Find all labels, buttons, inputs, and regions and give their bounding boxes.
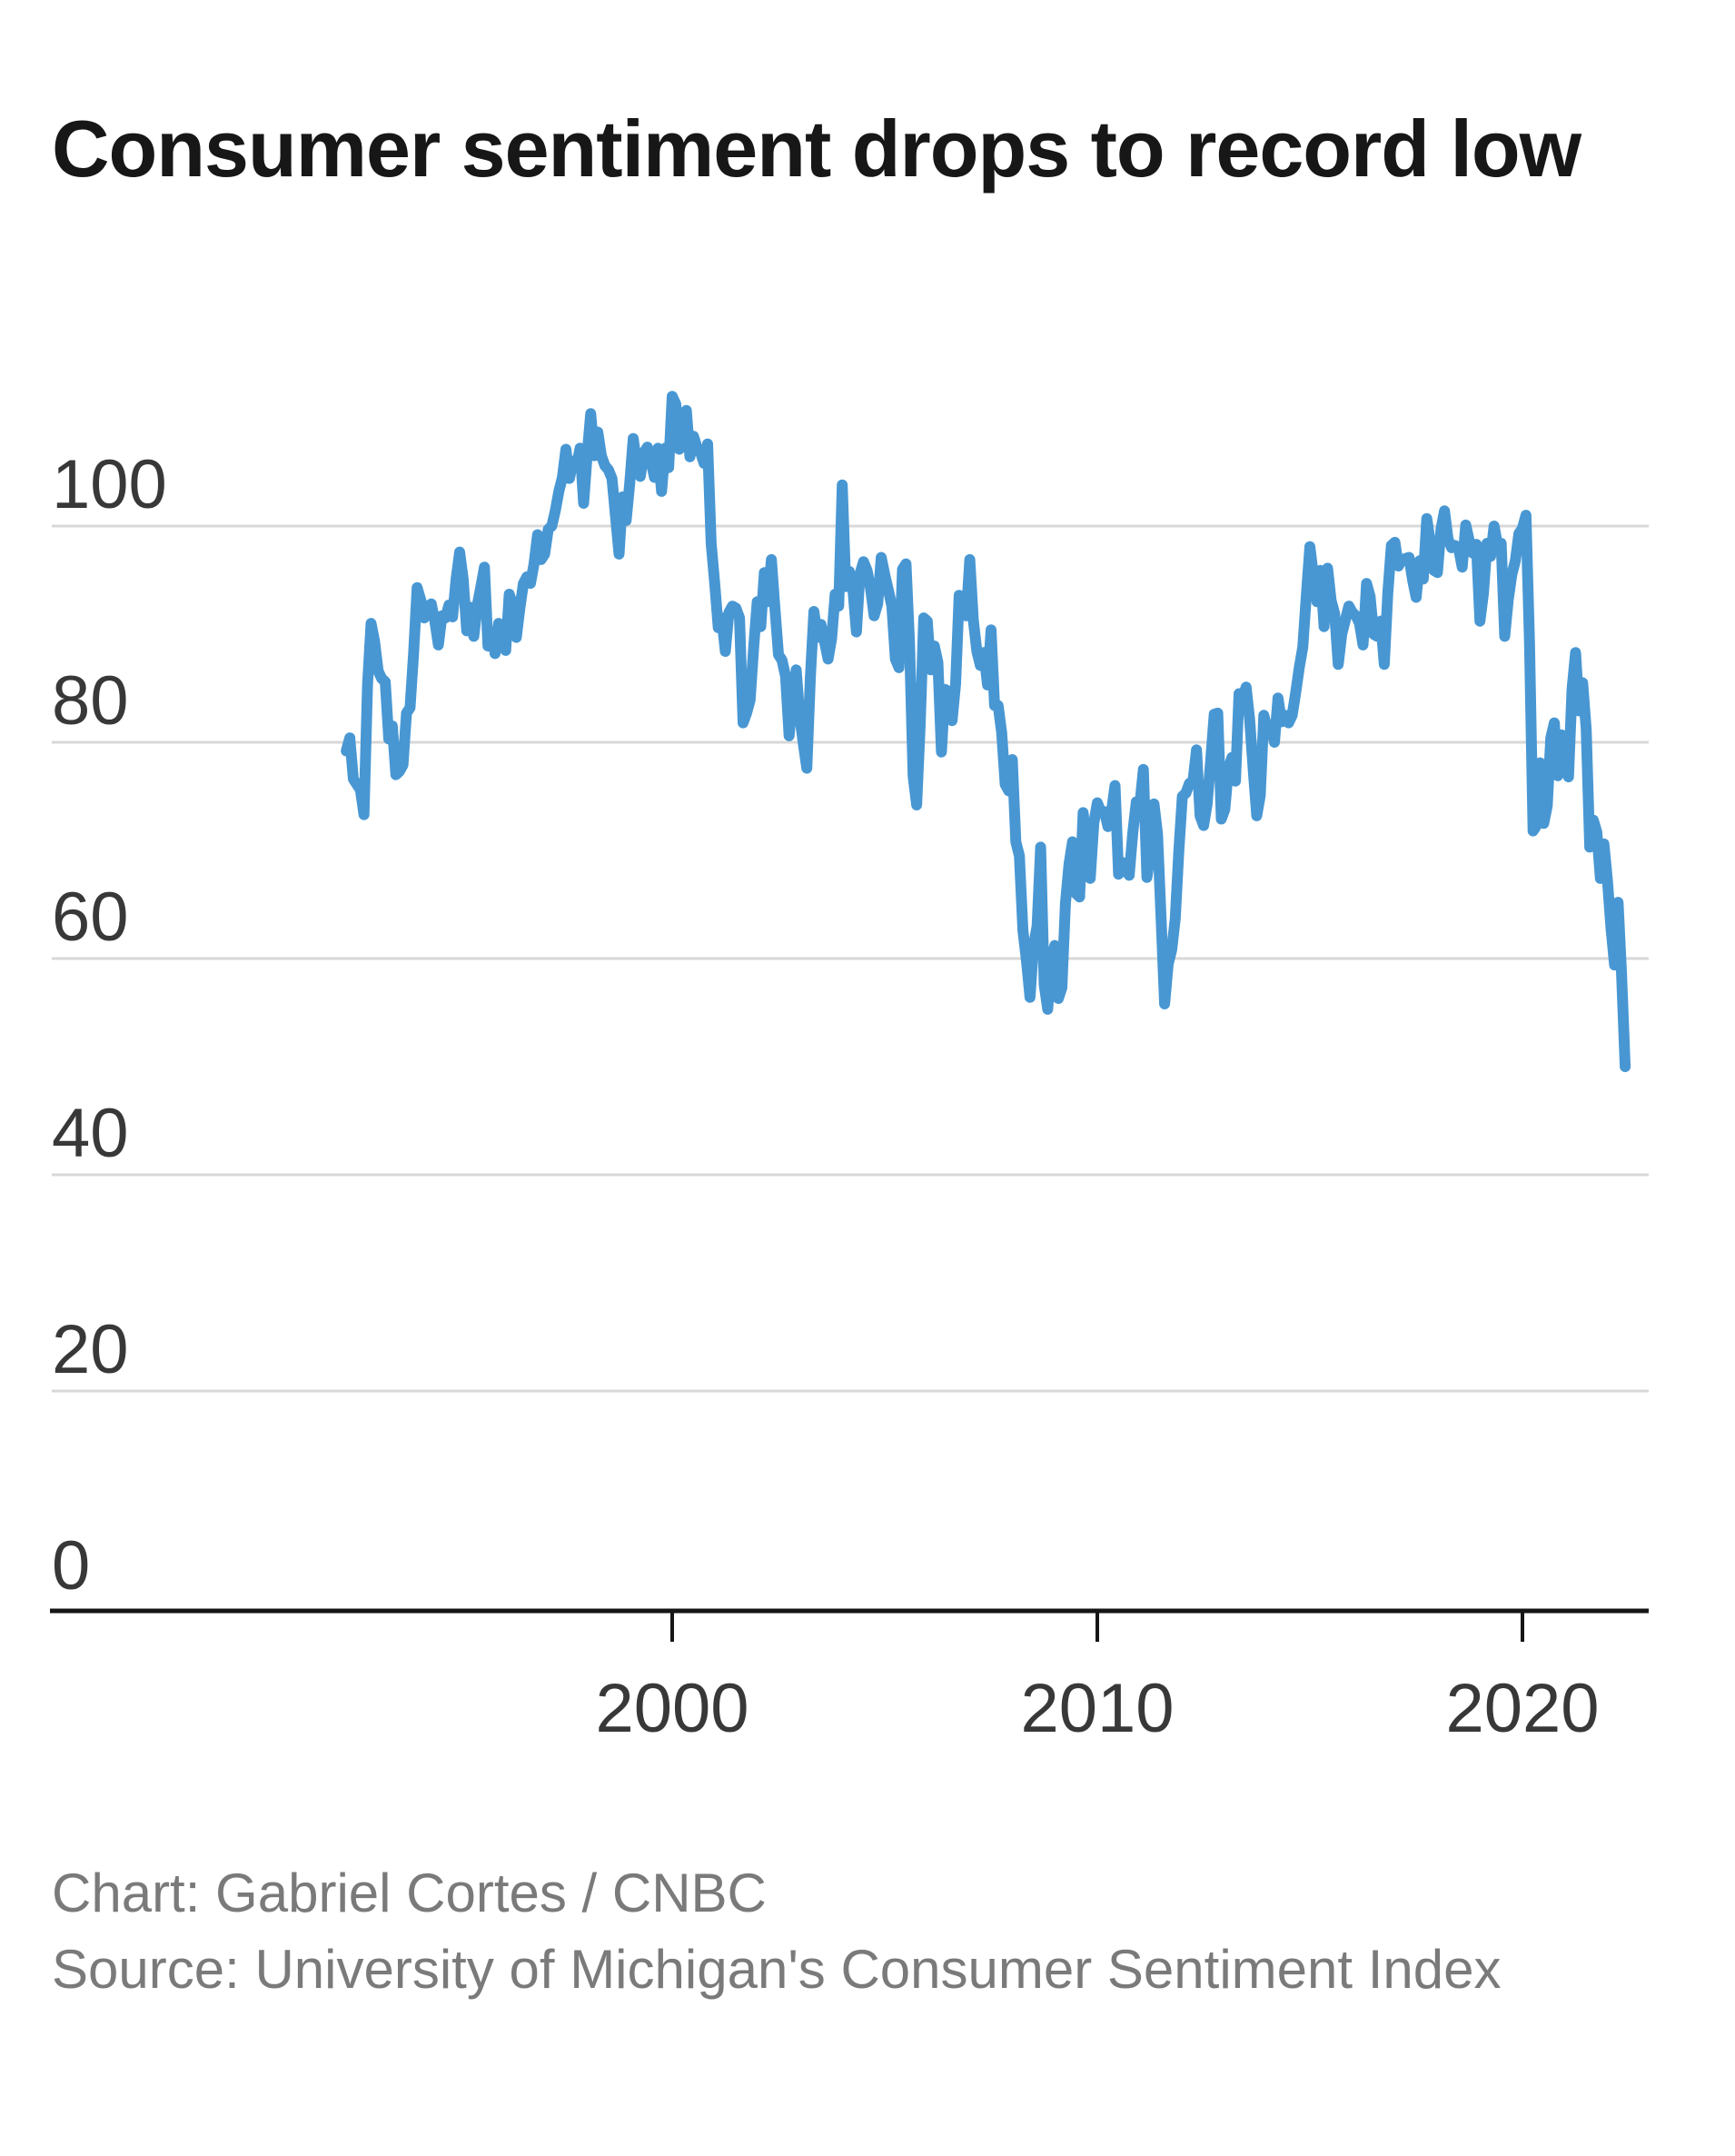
chart-title: Consumer sentiment drops to record low	[52, 103, 1581, 194]
x-tick-label-2000: 2000	[595, 1670, 749, 1747]
y-tick-label-0: 0	[52, 1527, 90, 1605]
chart-credit: Chart: Gabriel Cortes / CNBC	[52, 1863, 767, 1923]
y-axis-labels: 0 20 40 60 80 100	[52, 446, 167, 1605]
y-tick-label-100: 100	[52, 446, 167, 523]
y-tick-label-80: 80	[52, 662, 129, 740]
y-tick-label-40: 40	[52, 1095, 129, 1172]
gridlines	[52, 524, 1649, 1393]
x-tick-label-2020: 2020	[1445, 1670, 1599, 1747]
x-axis	[50, 1608, 1649, 1642]
consumer-sentiment-line	[341, 391, 1631, 1072]
x-tick-label-2010: 2010	[1020, 1670, 1174, 1747]
credits-block: Chart: Gabriel Cortes / CNBC Source: Uni…	[52, 1855, 1651, 2008]
y-tick-label-20: 20	[52, 1311, 129, 1388]
x-axis-labels: 2000 2010 2020	[595, 1670, 1599, 1747]
y-tick-label-60: 60	[52, 879, 129, 956]
source-credit: Source: University of Michigan's Consume…	[52, 1939, 1502, 2000]
